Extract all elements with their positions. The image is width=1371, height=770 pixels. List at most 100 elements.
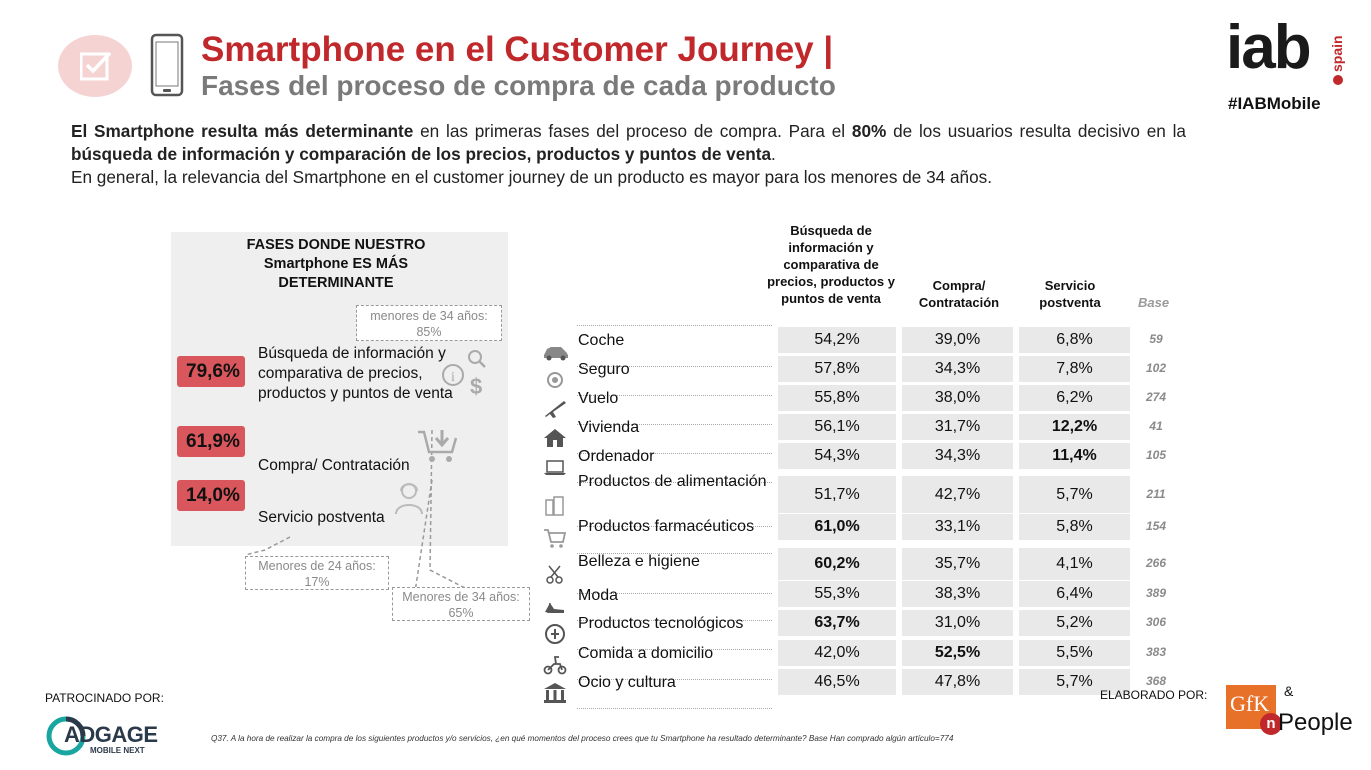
plug-icon	[542, 622, 568, 644]
row-label: Vivienda	[578, 419, 640, 436]
table-cell-v3: 6,8%	[1019, 327, 1130, 353]
table-cell-v3: 5,7%	[1019, 476, 1130, 513]
checklist-icon	[58, 35, 132, 97]
car-icon	[542, 339, 568, 361]
iab-logo-text: iab	[1226, 13, 1312, 82]
table-cell-v1: 60,2%	[778, 548, 896, 580]
table-cell-base: 102	[1145, 361, 1167, 375]
scooter-icon	[542, 652, 568, 675]
cart-download-icon	[416, 428, 460, 466]
svg-text:$: $	[470, 374, 482, 396]
intro-highlight-3: búsqueda de información y comparación de…	[71, 144, 772, 164]
table-cell-v3: 4,1%	[1019, 548, 1130, 580]
intro-text-1: en las primeras fases del proceso de com…	[413, 121, 852, 141]
table-cell-base: 105	[1145, 448, 1167, 462]
table-cell-base: 211	[1146, 486, 1166, 501]
intro-text: El Smartphone resulta más determinante e…	[71, 120, 1186, 189]
table-cell-v3: 6,4%	[1019, 581, 1130, 607]
table-cell-v2: 33,1%	[902, 514, 1013, 540]
row-label: Productos de alimentación	[578, 473, 767, 490]
row-separator	[577, 649, 772, 650]
heel-icon	[542, 593, 568, 615]
iab-logo: iab spain	[1226, 13, 1345, 88]
table-cell-v3: 11,4%	[1019, 443, 1130, 469]
phase-pct-search: 79,6%	[177, 356, 245, 387]
callout-under-24-postsale: Menores de 24 años: 17%	[245, 556, 389, 590]
table-cell-v1: 42,0%	[778, 640, 896, 666]
intro-highlight-2: 80%	[851, 121, 887, 141]
table-cell-base: 154	[1145, 519, 1167, 533]
table-cell-v1: 55,8%	[778, 385, 896, 411]
table-cell-v2: 34,3%	[902, 443, 1013, 469]
search-info-money-icon: i $	[440, 348, 490, 399]
intro-text-2: de los usuarios resulta decisivo en la	[886, 121, 1186, 141]
row-label: Productos farmacéuticos	[578, 518, 755, 535]
table-cell-v1: 46,5%	[778, 669, 896, 695]
row-label: Vuelo	[578, 390, 619, 407]
intro-text-4: En general, la relevancia del Smartphone…	[71, 167, 993, 187]
table-cell-v2: 52,5%	[902, 640, 1013, 666]
row-separator	[577, 395, 772, 396]
sponsor-label: PATROCINADO POR:	[45, 691, 164, 705]
table-cell-base: 306	[1145, 615, 1167, 629]
table-cell-base: 266	[1145, 556, 1167, 570]
row-separator	[577, 366, 772, 367]
elaborated-label: ELABORADO POR:	[1100, 688, 1208, 702]
row-separator	[577, 482, 772, 483]
phases-panel-title: FASES DONDE NUESTRO Smartphone ES MÁS DE…	[246, 237, 426, 291]
hashtag: #IABMobile	[1228, 94, 1321, 113]
table-cell-v3: 5,8%	[1019, 514, 1130, 540]
table-cell-v2: 31,0%	[902, 610, 1013, 636]
iab-logo-sub: spain	[1329, 35, 1345, 72]
smartphone-icon	[150, 33, 184, 97]
table-cell-v2: 38,3%	[902, 581, 1013, 607]
adgage-logo-sub: MOBILE NEXT	[90, 746, 145, 755]
cart-icon	[542, 526, 568, 548]
phase-pct-purchase: 61,9%	[177, 426, 245, 457]
row-separator	[577, 453, 772, 454]
row-label: Belleza e higiene	[578, 553, 700, 570]
table-cell-v1: 63,7%	[778, 610, 896, 636]
page-title: Smartphone en el Customer Journey |	[201, 30, 834, 69]
house-icon	[542, 426, 568, 448]
plane-icon	[542, 397, 568, 419]
table-cell-v3: 7,8%	[1019, 356, 1130, 382]
table-cell-v3: 5,7%	[1019, 669, 1130, 695]
col-header-search: Búsqueda de información y comparativa de…	[767, 223, 895, 306]
table-cell-base: 368	[1145, 674, 1167, 688]
row-separator	[577, 593, 772, 594]
table-cell-v1: 61,0%	[778, 514, 896, 540]
row-label: Moda	[578, 587, 619, 604]
page-subtitle: Fases del proceso de compra de cada prod…	[201, 70, 836, 101]
table-cell-base: 274	[1145, 390, 1167, 404]
table-cell-v1: 51,7%	[778, 476, 896, 513]
table-cell-v2: 42,7%	[902, 476, 1013, 513]
adgage-logo-text: ADGAGE	[64, 722, 158, 747]
support-agent-icon	[392, 480, 426, 516]
scissors-icon	[542, 563, 568, 585]
adgage-logo: ADGAGE MOBILE NEXT	[46, 716, 158, 758]
intro-text-3: .	[771, 144, 776, 164]
callout-under-34-purchase: Menores de 34 años: 65%	[392, 587, 530, 621]
table-cell-v1: 54,2%	[778, 327, 896, 353]
table-cell-v1: 55,3%	[778, 581, 896, 607]
callout-under-34-search: menores de 34 años: 85%	[356, 305, 502, 341]
table-cell-base: 383	[1145, 645, 1167, 659]
row-label: Comida a domicilio	[578, 645, 714, 662]
phase-label-search: Búsqueda de información y comparativa de…	[258, 345, 453, 402]
table-cell-base: 59	[1149, 332, 1163, 346]
row-label: Ordenador	[578, 448, 655, 465]
gfk-logo-people: People	[1278, 709, 1353, 736]
row-separator	[577, 424, 772, 425]
phase-label-postsale: Servicio postventa	[258, 509, 385, 526]
row-separator	[577, 620, 772, 621]
row-separator	[577, 325, 772, 326]
laptop-icon	[542, 455, 568, 477]
table-cell-v1: 54,3%	[778, 443, 896, 469]
row-label: Productos tecnológicos	[578, 615, 744, 632]
table-cell-v2: 31,7%	[902, 414, 1013, 440]
table-cell-v2: 34,3%	[902, 356, 1013, 382]
phase-pct-postsale: 14,0%	[177, 480, 245, 511]
table-cell-v1: 57,8%	[778, 356, 896, 382]
gfk-logo: GfK & n People	[1226, 683, 1353, 739]
